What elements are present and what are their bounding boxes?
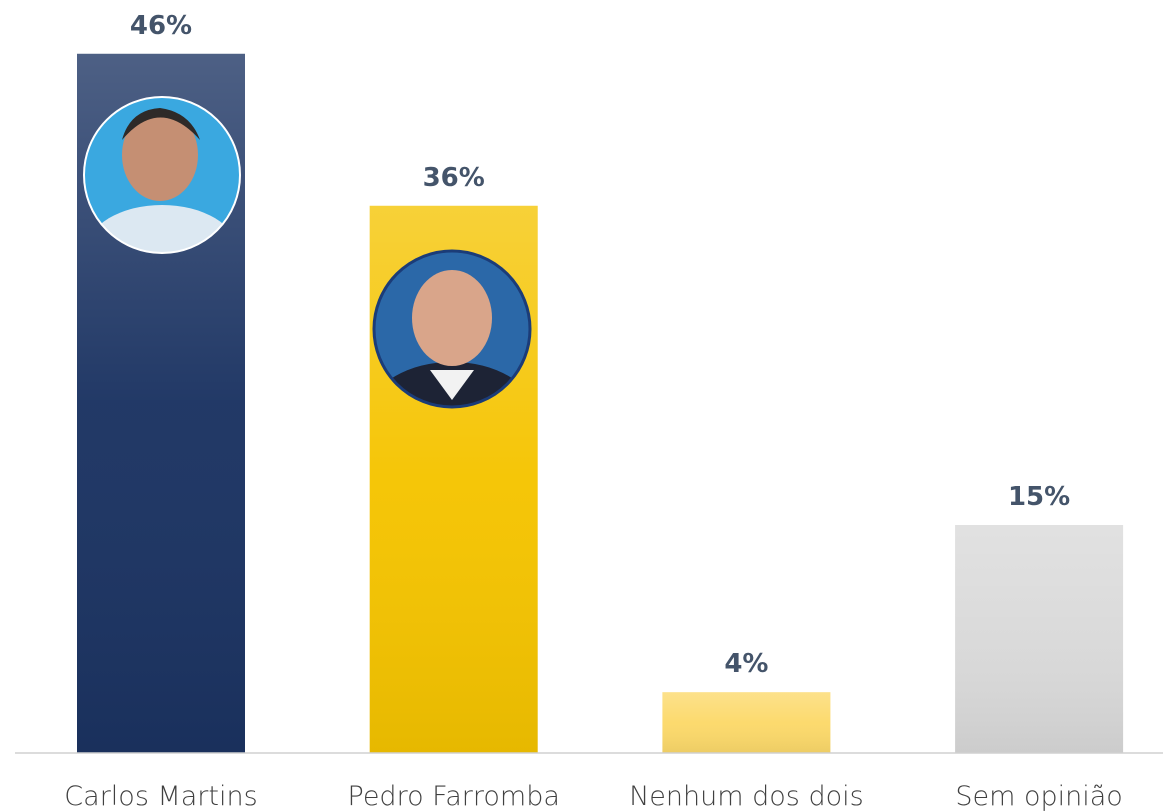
bar-shade xyxy=(662,692,831,753)
value-label: 46% xyxy=(130,11,192,41)
photo-pedro xyxy=(374,251,530,407)
category-label: Nenhum dos dois xyxy=(629,781,864,811)
category-label: Sem opinião xyxy=(955,781,1122,811)
category-label: Carlos Martins xyxy=(64,781,257,811)
value-label: 4% xyxy=(724,649,768,679)
photo-carlos xyxy=(84,97,240,253)
category-label: Pedro Farromba xyxy=(348,781,560,811)
photo-border xyxy=(372,249,532,409)
value-label: 15% xyxy=(1008,482,1070,512)
value-label: 36% xyxy=(423,163,485,193)
photo-border xyxy=(83,96,241,254)
bar-shade xyxy=(955,525,1124,753)
